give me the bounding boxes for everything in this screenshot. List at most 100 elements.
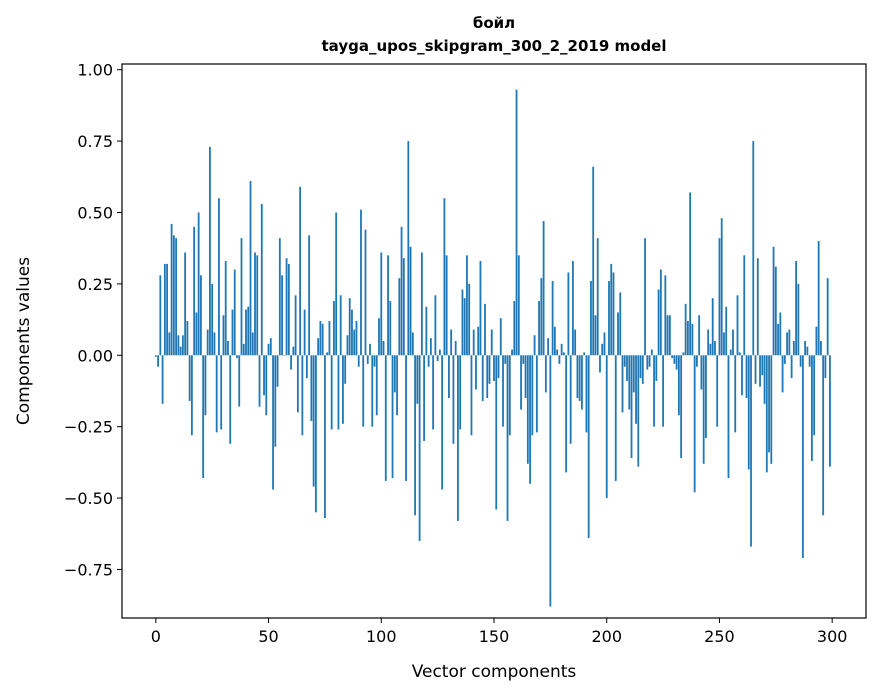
bar [560, 343, 563, 356]
bar [170, 223, 173, 356]
bar [272, 355, 274, 490]
bar [801, 355, 804, 559]
bar [400, 226, 403, 356]
bar [287, 263, 290, 356]
bar [542, 221, 545, 356]
bar [224, 261, 227, 356]
bar [296, 355, 299, 413]
bar [666, 315, 669, 356]
bar [626, 355, 628, 381]
bar [333, 301, 335, 356]
bar [475, 355, 477, 390]
bar [558, 355, 561, 364]
bar [209, 146, 211, 356]
bar [502, 355, 504, 427]
bar [355, 321, 358, 356]
bar [175, 238, 178, 356]
bar [254, 252, 256, 356]
bar [283, 355, 286, 356]
bar [312, 355, 315, 487]
bar [303, 309, 306, 356]
x-tick-label: 50 [258, 627, 278, 646]
bar [738, 352, 741, 356]
bar [247, 306, 250, 356]
bar [655, 355, 658, 381]
bar [759, 355, 761, 387]
bar [511, 349, 513, 356]
bar [184, 252, 187, 356]
bar [157, 355, 159, 367]
bar [747, 355, 750, 470]
bar [211, 283, 214, 356]
bar [353, 329, 356, 356]
bar [786, 332, 788, 356]
bar [314, 355, 317, 513]
bar [806, 346, 809, 356]
x-axis-label: Vector components [412, 662, 577, 682]
y-axis: −0.75 −0.50 −0.25 0.00 0.25 0.50 0.75 1.00 [64, 61, 122, 579]
bar [662, 355, 664, 427]
bar [362, 355, 365, 427]
bar [484, 303, 486, 356]
bar [177, 335, 180, 356]
bar [393, 355, 396, 393]
y-tick-label: 1.00 [77, 61, 113, 80]
bar [154, 355, 157, 357]
bar [346, 335, 349, 356]
bar [544, 355, 547, 393]
bar [285, 258, 288, 356]
bar [452, 355, 455, 444]
bar [193, 226, 196, 356]
bar [342, 355, 344, 424]
bar [260, 203, 263, 356]
bar [418, 355, 421, 541]
x-tick-label: 200 [591, 627, 622, 646]
bar [680, 355, 683, 459]
bar [736, 295, 739, 356]
bar [274, 355, 277, 447]
bar [463, 298, 466, 356]
bar [265, 355, 268, 416]
bar [281, 275, 283, 356]
bar [204, 355, 207, 416]
bar [490, 329, 493, 356]
bar [756, 258, 759, 356]
bar [351, 309, 353, 356]
bar [716, 355, 719, 427]
bar [290, 355, 292, 370]
y-tick-label: 0.50 [77, 203, 113, 222]
bar [371, 355, 374, 427]
bar [533, 335, 536, 356]
bar [565, 355, 568, 473]
bar [242, 343, 245, 356]
bar [267, 343, 270, 356]
bar [808, 355, 811, 367]
bar [772, 246, 775, 356]
bar [693, 355, 696, 493]
bar [673, 355, 676, 364]
bar [466, 255, 468, 356]
bar [745, 355, 748, 399]
bar [161, 355, 164, 404]
bar [659, 269, 662, 356]
plot-frame [121, 63, 867, 619]
bar [732, 329, 734, 356]
bar [416, 355, 419, 404]
bar [218, 198, 220, 356]
bar [549, 355, 552, 607]
y-tick-label: −0.50 [64, 489, 113, 508]
bar [605, 355, 608, 499]
bar [441, 355, 444, 490]
y-tick-label: 0.25 [77, 275, 113, 294]
bar [249, 181, 252, 356]
bar [725, 306, 728, 356]
bar [159, 275, 162, 356]
bar [797, 283, 800, 356]
bar [709, 343, 712, 356]
bar [783, 355, 786, 364]
bar [324, 355, 326, 519]
chart-title: бойл [473, 14, 515, 32]
bar [425, 306, 428, 356]
bar [387, 255, 389, 356]
